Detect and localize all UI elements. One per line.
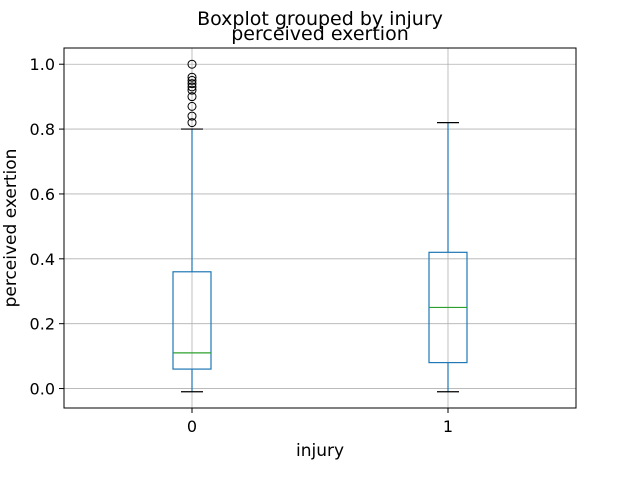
box-group-1 [428, 121, 468, 393]
box-group-0 [172, 59, 212, 393]
y-tick-label: 1.0 [30, 55, 55, 74]
outlier-point [187, 92, 197, 102]
y-axis-label: perceived exertion [1, 149, 21, 308]
outlier-point [187, 59, 197, 69]
outlier-point [187, 75, 197, 85]
outlier-point [187, 101, 197, 111]
y-tick-label: 0.8 [30, 120, 55, 139]
plot-frame [63, 47, 577, 409]
iqr-box [172, 271, 212, 370]
outlier-point [187, 72, 197, 82]
x-tick-label: 1 [443, 417, 453, 436]
box-layer [172, 59, 468, 393]
tick-layer: 0.0 0.2 0.4 0.6 0.8 1.0 0 1 [30, 55, 454, 436]
y-tick-label: 0.2 [30, 315, 55, 334]
outlier-point [187, 85, 197, 95]
x-axis-label: injury [296, 441, 344, 461]
y-tick-label: 0.0 [30, 380, 55, 399]
outlier-point [187, 79, 197, 89]
y-tick-label: 0.6 [30, 185, 55, 204]
x-tick-label: 0 [187, 417, 197, 436]
outlier-point [187, 118, 197, 128]
grid-layer [64, 48, 576, 408]
outlier-point [187, 111, 197, 121]
outlier-point [187, 82, 197, 92]
y-tick-label: 0.4 [30, 250, 55, 269]
axes-title: perceived exertion [231, 23, 409, 45]
suptitle: Boxplot grouped by injury [197, 8, 443, 30]
